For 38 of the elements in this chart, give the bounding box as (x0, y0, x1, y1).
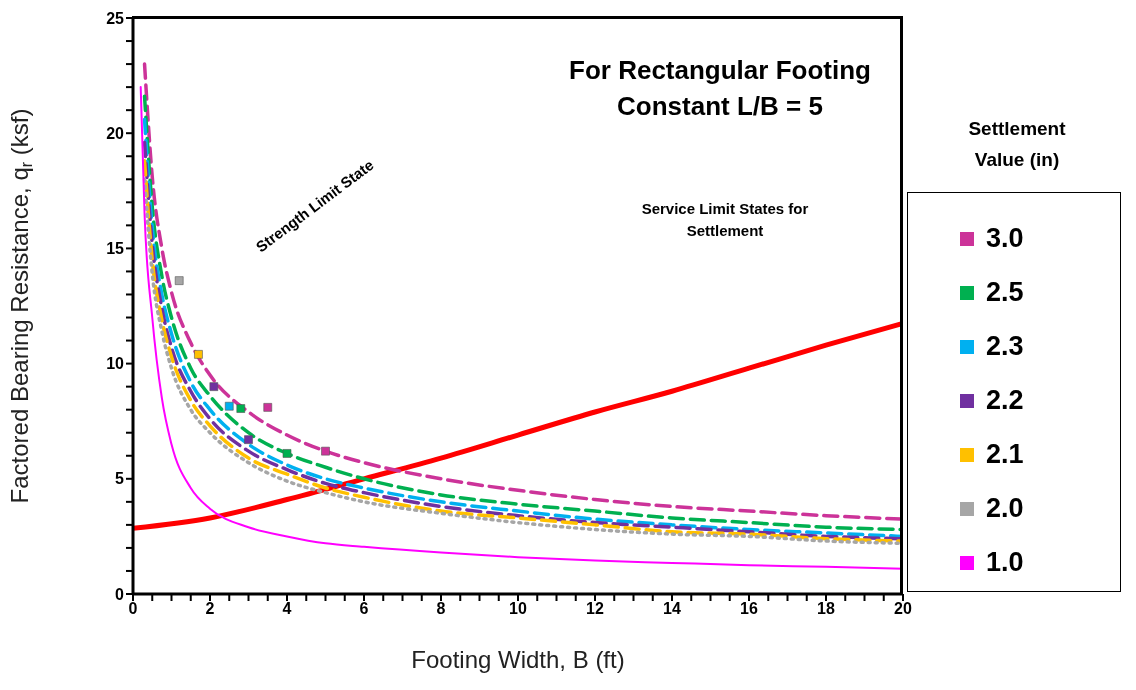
x-tick-label: 14 (663, 600, 681, 618)
annotation: Service Limit States for Settlement (640, 199, 810, 241)
x-tick-label: 6 (359, 600, 369, 618)
text: For Rectangular Footing (568, 54, 872, 87)
x-tick-label: 0 (128, 600, 138, 618)
y-tick-label: 0 (115, 585, 125, 603)
x-axis-title: Footing Width, B (ft) (411, 646, 625, 673)
x-tick-label: 16 (740, 600, 758, 618)
legend-title: Settlement Value (in) (967, 117, 1067, 172)
y-tick-label: 25 (106, 9, 125, 27)
point (321, 446, 330, 456)
legend-label: 2.2 (986, 385, 1024, 416)
x-tick-label: 18 (817, 600, 835, 618)
point (194, 350, 203, 359)
point (244, 435, 253, 444)
x-tick-label: 4 (282, 600, 292, 618)
y-tick-label: 15 (106, 240, 125, 258)
point (224, 401, 234, 411)
x-tick-label: 8 (436, 600, 446, 618)
point (174, 276, 184, 285)
y-tick-label: 10 (106, 355, 125, 373)
legend-label: 2.5 (986, 277, 1024, 308)
legend-label: 3.0 (986, 223, 1024, 254)
x-tick-label: 20 (894, 600, 912, 618)
y-tick-label: 5 (115, 470, 125, 488)
point (282, 449, 292, 458)
legend-label: 2.1 (986, 439, 1024, 470)
legend-label: 1.0 (986, 547, 1024, 578)
point (209, 382, 219, 391)
legend-label: 2.0 (986, 493, 1024, 524)
point (236, 404, 246, 413)
y-tick-label: 20 (106, 124, 125, 142)
x-tick-label: 10 (509, 600, 527, 618)
x-tick-label: 12 (586, 600, 604, 618)
legend-label: 2.3 (986, 331, 1024, 362)
x-tick-label: 2 (205, 600, 215, 618)
text: Constant L/B = 5 (616, 90, 824, 123)
point (263, 403, 273, 412)
